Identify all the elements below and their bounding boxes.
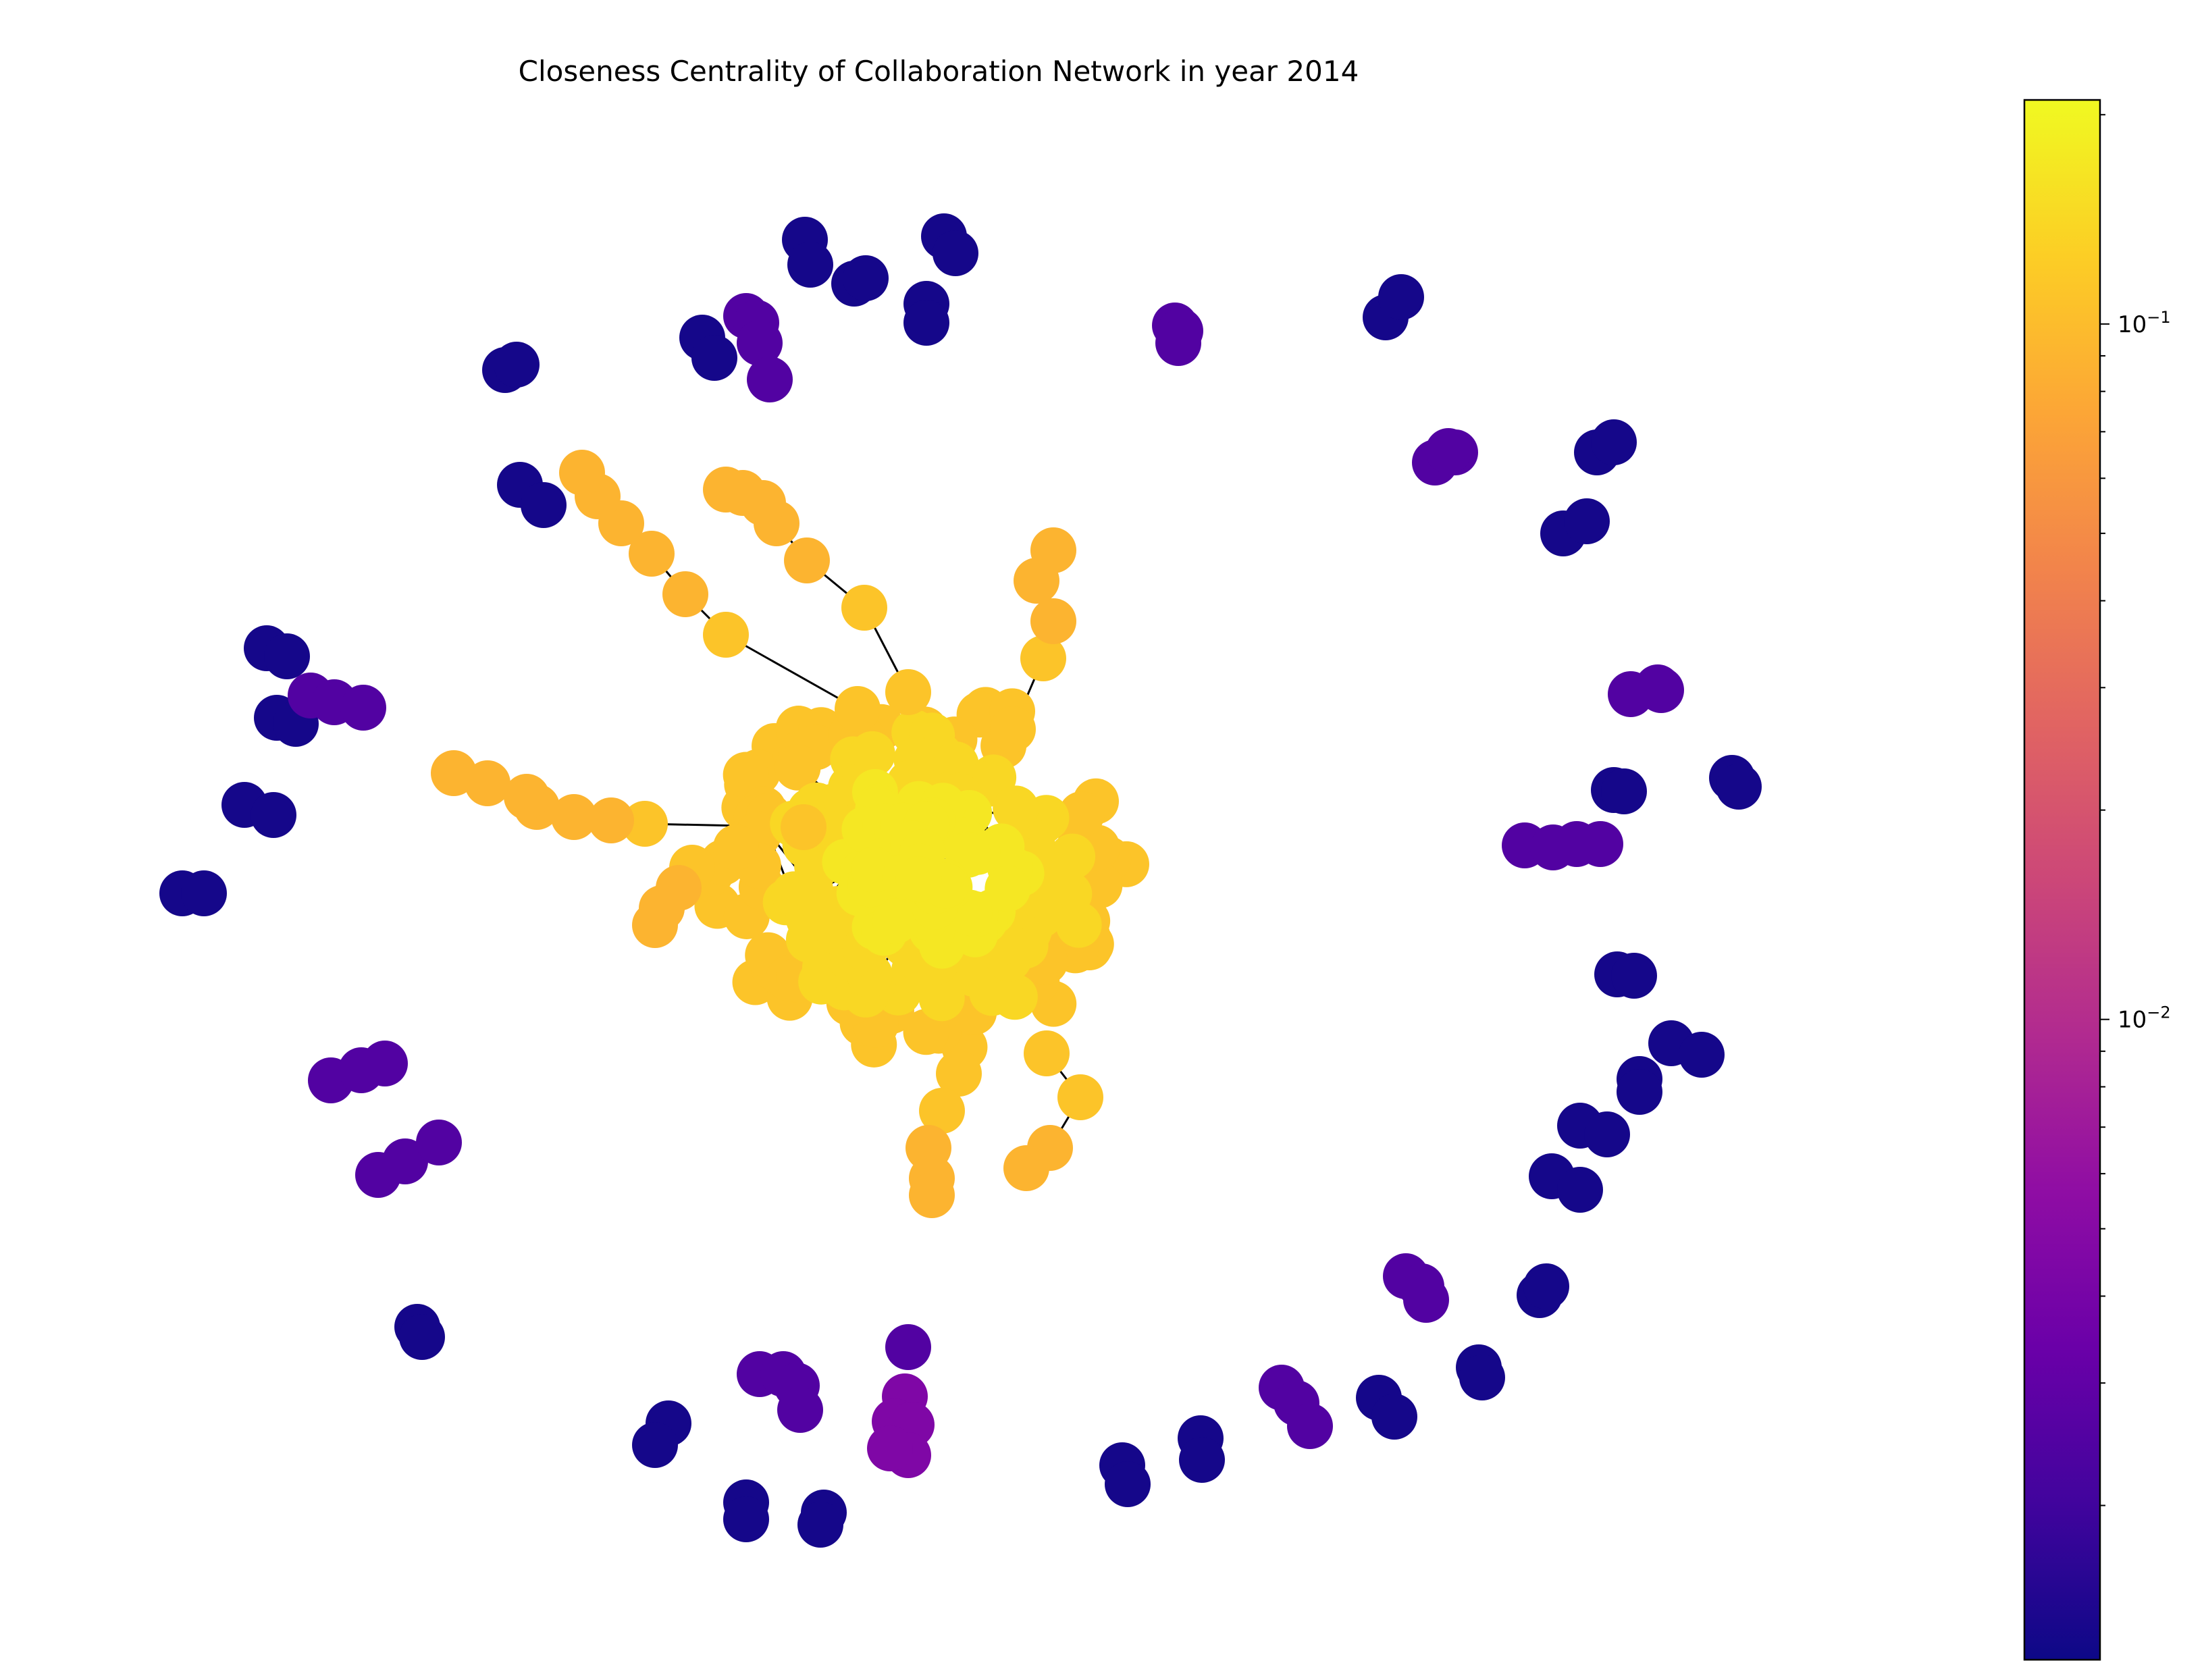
network-node-235 <box>933 230 978 276</box>
network-node-333 <box>867 1425 913 1471</box>
network-node-263 <box>1601 768 1647 814</box>
network-node-157 <box>985 866 1031 912</box>
network-node-285 <box>632 1422 678 1468</box>
network-node-217 <box>431 750 477 796</box>
network-node-301 <box>1425 428 1471 474</box>
network-node-170 <box>872 898 918 945</box>
colorbar-tick-label-1-base: 10 <box>2118 311 2147 338</box>
network-node-226 <box>1003 1145 1049 1191</box>
network-node-311 <box>362 1041 408 1086</box>
network-node-212 <box>588 797 634 843</box>
network-node-289 <box>797 1502 843 1548</box>
network-node-222 <box>632 902 678 948</box>
network-node-273 <box>1557 1167 1603 1213</box>
colorbar-ticks <box>2100 113 2109 1506</box>
network-node-245 <box>1378 274 1424 320</box>
network-node-314 <box>416 1120 462 1165</box>
colorbar-tick-label-2-base: 10 <box>2118 1007 2147 1034</box>
network-node-298 <box>1155 320 1201 366</box>
network-nodes <box>159 213 1762 1548</box>
network-node-267 <box>1679 1032 1725 1078</box>
colorbar-tick-label-1: 10−1 <box>2118 308 2171 338</box>
network-node-200 <box>662 571 708 617</box>
network-node-218 <box>713 824 759 870</box>
network-node-201 <box>629 531 675 577</box>
colorbar-tick-label-2: 10−2 <box>2118 1003 2171 1034</box>
network-node-313 <box>382 1138 428 1184</box>
network-node-259 <box>181 870 227 916</box>
network-node-308 <box>1577 821 1623 867</box>
chart-title: Closeness Centrality of Collaboration Ne… <box>519 55 1359 88</box>
network-node-275 <box>1523 1263 1569 1309</box>
network-node-206 <box>1020 635 1066 681</box>
network-node-215 <box>504 774 550 820</box>
network-node-190 <box>895 856 942 903</box>
network-node-253 <box>264 633 310 679</box>
network-node-283 <box>1179 1437 1225 1483</box>
network-node-205 <box>990 706 1036 752</box>
network-node-328 <box>885 1324 931 1370</box>
network-node-287 <box>723 1496 769 1542</box>
network-node-251 <box>521 482 567 528</box>
network-node-271 <box>1584 1111 1630 1157</box>
network-node-265 <box>1611 953 1657 999</box>
colorbar-gradient <box>2023 99 2101 1661</box>
network-node-243 <box>691 335 737 381</box>
network-node-227 <box>936 1051 982 1097</box>
network-node-91 <box>918 975 965 1022</box>
network-node-295 <box>747 357 793 402</box>
network-node-231 <box>909 1172 955 1218</box>
network-node-317 <box>340 685 386 731</box>
network-node-277 <box>1459 1355 1505 1400</box>
network-node-56 <box>1058 791 1105 837</box>
network-node-294 <box>737 320 783 366</box>
network-node-213 <box>551 794 597 840</box>
colorbar: 10−1 10−2 <box>2023 99 2171 1661</box>
network-node-199 <box>703 612 749 658</box>
network-node-269 <box>1617 1069 1662 1115</box>
network-node-197 <box>703 467 749 513</box>
network-node-46 <box>775 744 821 791</box>
network-node-210 <box>781 804 826 850</box>
network-node-323 <box>1287 1403 1333 1449</box>
colorbar-tick-label-2-exponent: −2 <box>2147 1003 2170 1022</box>
network-node-291 <box>399 1314 445 1360</box>
network-node-241 <box>494 342 540 388</box>
network-node-327 <box>777 1387 823 1433</box>
network-node-233 <box>787 242 833 288</box>
network-edge-7 <box>725 633 858 710</box>
network-node-131 <box>993 785 1039 832</box>
network-node-249 <box>1564 498 1610 544</box>
network-node-247 <box>1591 419 1637 465</box>
network-node-207 <box>1030 598 1076 644</box>
network-node-191 <box>885 669 931 715</box>
network-node-20 <box>723 752 769 798</box>
network-node-239 <box>903 300 949 346</box>
network-node-204 <box>559 450 605 496</box>
network-node-139 <box>803 896 849 943</box>
network-node-261 <box>1716 764 1762 810</box>
network-node-224 <box>1057 1074 1103 1120</box>
network-node-86 <box>849 731 895 777</box>
network-node-211 <box>622 801 668 847</box>
network-node-198 <box>835 686 881 732</box>
colorbar-tick-label-1-exponent: −1 <box>2147 308 2170 327</box>
network-node-257 <box>251 792 296 838</box>
network-node-304 <box>1638 667 1684 713</box>
network-node-237 <box>843 255 889 301</box>
network-node-228 <box>919 1088 965 1134</box>
network-node-192 <box>841 585 887 631</box>
network-node-320 <box>1403 1277 1449 1323</box>
network-node-281 <box>1105 1461 1151 1507</box>
network-node-279 <box>1371 1394 1417 1440</box>
network-node-209 <box>1030 527 1076 573</box>
network-node-223 <box>1024 1030 1070 1076</box>
network-node-193 <box>784 537 830 583</box>
